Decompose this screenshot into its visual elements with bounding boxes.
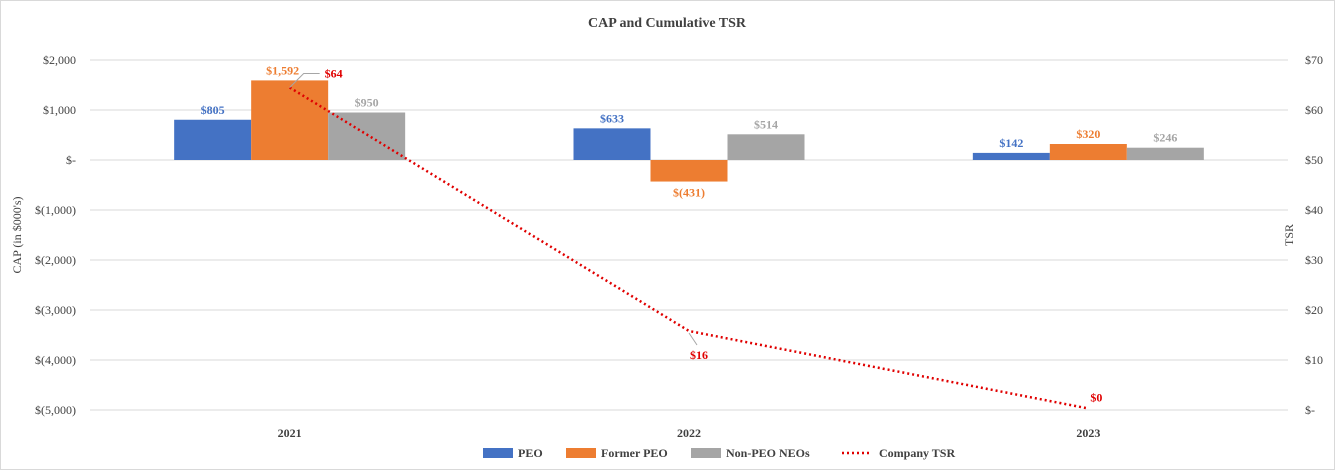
tsr-data-label: $64 bbox=[325, 67, 343, 81]
bar-former-peo-2023 bbox=[1049, 144, 1127, 160]
y-tick-label: $(2,000) bbox=[35, 253, 76, 267]
bar-peo-2022 bbox=[573, 128, 651, 160]
y2-tick-label: $10 bbox=[1305, 353, 1323, 367]
legend-label: Non-PEO NEOs bbox=[726, 446, 810, 460]
y-tick-label: $1,000 bbox=[43, 103, 76, 117]
bar-data-label: $1,592 bbox=[266, 63, 299, 77]
tsr-leader-line bbox=[688, 332, 698, 346]
bar-data-label: $805 bbox=[201, 103, 225, 117]
tsr-leader-line bbox=[289, 73, 320, 88]
y2-tick-label: $50 bbox=[1305, 153, 1323, 167]
y-tick-label: $(5,000) bbox=[35, 403, 76, 417]
y2-tick-label: $- bbox=[1305, 403, 1315, 417]
bar-data-label: $514 bbox=[754, 117, 778, 131]
y2-tick-label: $20 bbox=[1305, 303, 1323, 317]
y-tick-label: $(3,000) bbox=[35, 303, 76, 317]
bar-data-label: $633 bbox=[600, 111, 624, 125]
bar-non-peo-neos-2022 bbox=[727, 134, 805, 160]
legend-swatch bbox=[691, 448, 721, 458]
legend-label: Company TSR bbox=[879, 446, 955, 460]
bar-former-peo-2021 bbox=[251, 80, 329, 160]
tsr-data-label: $0 bbox=[1090, 391, 1102, 405]
y2-tick-label: $40 bbox=[1305, 203, 1323, 217]
bar-non-peo-neos-2021 bbox=[328, 112, 406, 160]
y-tick-label: $(1,000) bbox=[35, 203, 76, 217]
x-category-label: 2022 bbox=[677, 426, 701, 440]
bar-non-peo-neos-2023 bbox=[1126, 147, 1204, 160]
bar-peo-2021 bbox=[174, 119, 252, 160]
y-tick-label: $- bbox=[66, 153, 76, 167]
tsr-line bbox=[289, 86, 1089, 410]
y2-axis-title: TSR bbox=[1282, 224, 1296, 246]
y2-tick-label: $30 bbox=[1305, 253, 1323, 267]
legend-swatch bbox=[483, 448, 513, 458]
legend-swatch bbox=[566, 448, 596, 458]
x-category-label: 2021 bbox=[278, 426, 302, 440]
bar-data-label: $142 bbox=[999, 136, 1023, 150]
bar-data-label: $246 bbox=[1153, 131, 1177, 145]
bar-data-label: $(431) bbox=[673, 186, 705, 200]
y-axis-title: CAP (in $000's) bbox=[10, 196, 24, 273]
y-tick-label: $(4,000) bbox=[35, 353, 76, 367]
bar-data-label: $950 bbox=[355, 96, 379, 110]
y-tick-label: $2,000 bbox=[43, 53, 76, 67]
bar-former-peo-2022 bbox=[650, 160, 728, 182]
bar-peo-2023 bbox=[972, 152, 1050, 160]
bar-data-label: $320 bbox=[1076, 127, 1100, 141]
legend-label: PEO bbox=[518, 446, 543, 460]
y2-tick-label: $70 bbox=[1305, 53, 1323, 67]
x-category-label: 2023 bbox=[1076, 426, 1100, 440]
y2-tick-label: $60 bbox=[1305, 103, 1323, 117]
chart-title: CAP and Cumulative TSR bbox=[588, 16, 747, 31]
tsr-data-label: $16 bbox=[690, 348, 708, 362]
legend-label: Former PEO bbox=[601, 446, 668, 460]
